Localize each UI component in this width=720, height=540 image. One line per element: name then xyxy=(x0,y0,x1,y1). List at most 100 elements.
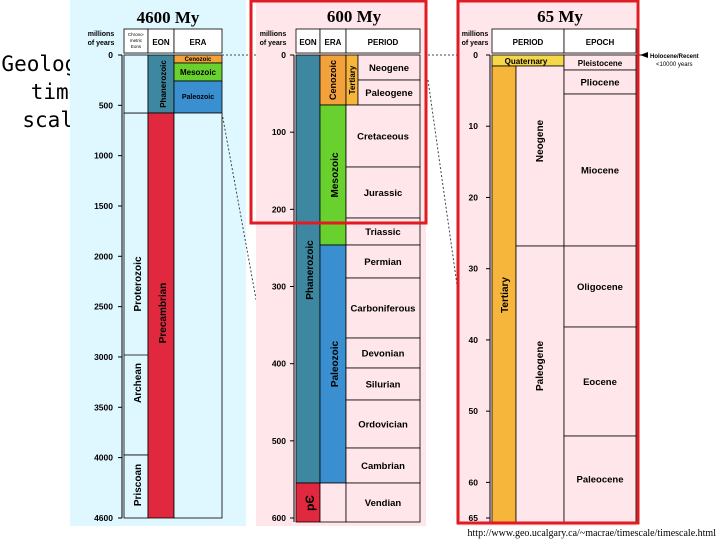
p3-tick-label: 10 xyxy=(469,121,479,131)
svg-text:millions: millions xyxy=(462,31,489,38)
p1-tick-label: 500 xyxy=(99,100,113,110)
p1-tick-label: 1500 xyxy=(94,201,113,211)
period-block xyxy=(345,367,421,401)
period-label: Paleogene xyxy=(365,88,413,99)
epoch-label: Pleistocene xyxy=(578,59,623,68)
panel2-tertiary-label: Tertiary xyxy=(348,65,357,94)
p3-tick-label: 50 xyxy=(469,406,479,416)
p2-tick-label: 400 xyxy=(272,359,286,369)
priscoan-label: Priscoan xyxy=(133,464,144,506)
epoch-block xyxy=(563,93,637,247)
panel2-highlight-box xyxy=(249,0,428,225)
neogene-label: Neogene xyxy=(535,119,546,162)
panel2-precambrian-block xyxy=(295,482,321,523)
p1-tick-label: 2500 xyxy=(94,302,113,312)
panel-65-my: 65 My millions of years PERIOD EPOCH 0 10… xyxy=(458,0,699,526)
phanerozoic-eon-block xyxy=(147,54,175,114)
p2-tick-label: 500 xyxy=(272,436,286,446)
p1-tick-label: 2000 xyxy=(94,251,113,261)
panel3-column-headers: millions of years PERIOD EPOCH xyxy=(462,28,637,54)
p1-tick-label: 4600 xyxy=(94,513,113,523)
p1-tick-label: 1000 xyxy=(94,151,113,161)
holocene-note: Holocene/Recent <10000 years xyxy=(636,52,699,68)
panel2-cenozoic-label: Cenozoic xyxy=(328,60,338,100)
panel2-axis: 0 100 200 300 400 500 600 xyxy=(272,50,295,523)
panel1-axis: 0 500 1000 1500 2000 2500 3000 3500 4000 4600 xyxy=(94,50,123,523)
panel2-pe-label: pЄ xyxy=(303,495,317,511)
epoch-block xyxy=(563,435,637,523)
period-block xyxy=(357,79,421,106)
period-label: Neogene xyxy=(369,63,409,74)
mesozoic-label: Mesozoic xyxy=(180,68,217,77)
epoch-label: Pliocene xyxy=(580,78,619,89)
panel2-header-label: 600 My xyxy=(327,7,382,26)
panel2-hdr-era: ERA xyxy=(325,38,342,47)
p2-tick-label: 0 xyxy=(281,50,286,60)
panel1-hdr-chrono-1: Chrono- xyxy=(128,32,145,37)
panel1-hdr-era: ERA xyxy=(190,38,207,47)
proterozoic-label: Proterozoic xyxy=(133,256,144,311)
period-label: Cambrian xyxy=(361,461,405,472)
p3-tick-label: 30 xyxy=(469,264,479,274)
panel2-column-headers: millions of years EON ERA PERIOD xyxy=(260,28,421,54)
p2-tick-label: 600 xyxy=(272,513,286,523)
panel2-mesozoic-label: Mesozoic xyxy=(330,152,341,197)
precambrian-label: Precambrian xyxy=(158,283,169,344)
p3-tick-label: 20 xyxy=(469,192,479,202)
period-block xyxy=(345,447,421,484)
p3-tick-label: 40 xyxy=(469,335,479,345)
period-label: Triassic xyxy=(365,227,400,238)
period-block xyxy=(345,244,421,279)
panel1-hdr-years-1: millions xyxy=(88,31,115,38)
period-label: Silurian xyxy=(366,380,401,391)
panel3-hdr-period: PERIOD xyxy=(513,38,544,47)
holocene-label: Holocene/Recent xyxy=(650,54,699,60)
panel3-tertiary-block xyxy=(491,65,517,523)
panel1-column-headers: millions of years Chrono- metric Eons EO… xyxy=(88,28,223,54)
p3-tick-label: 65 xyxy=(469,513,479,523)
panel3-axis: 0 10 20 30 40 50 60 65 xyxy=(469,50,491,523)
p1-tick-label: 0 xyxy=(108,50,113,60)
svg-text:of years: of years xyxy=(260,40,287,47)
holocene-arrow-icon xyxy=(640,52,648,58)
period-block xyxy=(357,54,421,81)
epoch-label: Miocene xyxy=(581,166,619,177)
svg-text:millions: millions xyxy=(260,31,287,38)
period-block xyxy=(345,277,421,339)
panel2-paleozoic-block xyxy=(319,244,347,484)
panel1-header-label: 4600 My xyxy=(137,8,200,27)
quaternary-label: Quaternary xyxy=(505,57,548,66)
epoch-label: Eocene xyxy=(583,377,617,388)
cenozoic-label: Cenozoic xyxy=(185,57,212,63)
panel3-highlight-box xyxy=(456,0,640,525)
p1-tick-label: 3000 xyxy=(94,352,113,362)
phanerozoic-label: Phanerozoic xyxy=(159,60,168,108)
p2-tick-label: 300 xyxy=(272,282,286,292)
period-label: Devonian xyxy=(362,349,405,360)
epoch-label: Paleocene xyxy=(577,475,624,486)
panel1-hdr-chrono-2: metric xyxy=(130,38,143,43)
period-label: Carboniferous xyxy=(351,304,416,315)
panel2-hdr-eon: EON xyxy=(299,38,317,47)
panel3-header-label: 65 My xyxy=(537,7,583,26)
archean-label: Archean xyxy=(133,363,144,403)
period-block xyxy=(345,482,421,523)
panel2-hdr-period: PERIOD xyxy=(368,38,399,47)
period-label: Jurassic xyxy=(364,188,403,199)
panel-4600-my: 4600 My millions of years Chrono- metric… xyxy=(70,0,246,526)
paleozoic-label: Paleozoic xyxy=(182,94,214,101)
panel2-paleozoic-label: Paleozoic xyxy=(330,341,341,388)
precambrian-eon-block xyxy=(147,112,175,519)
period-label: Cretaceous xyxy=(357,132,409,143)
period-block xyxy=(345,399,421,449)
epoch-block xyxy=(563,245,637,328)
epoch-label: Oligocene xyxy=(577,282,623,293)
panel1-hdr-chrono-3: Eons xyxy=(131,44,142,49)
holocene-sublabel: <10000 years xyxy=(656,62,693,68)
epoch-block xyxy=(563,326,637,437)
p3-tick-label: 60 xyxy=(469,477,479,487)
period-block xyxy=(345,104,421,168)
panel3-hdr-epoch: EPOCH xyxy=(586,38,615,47)
p2-tick-label: 200 xyxy=(272,204,286,214)
